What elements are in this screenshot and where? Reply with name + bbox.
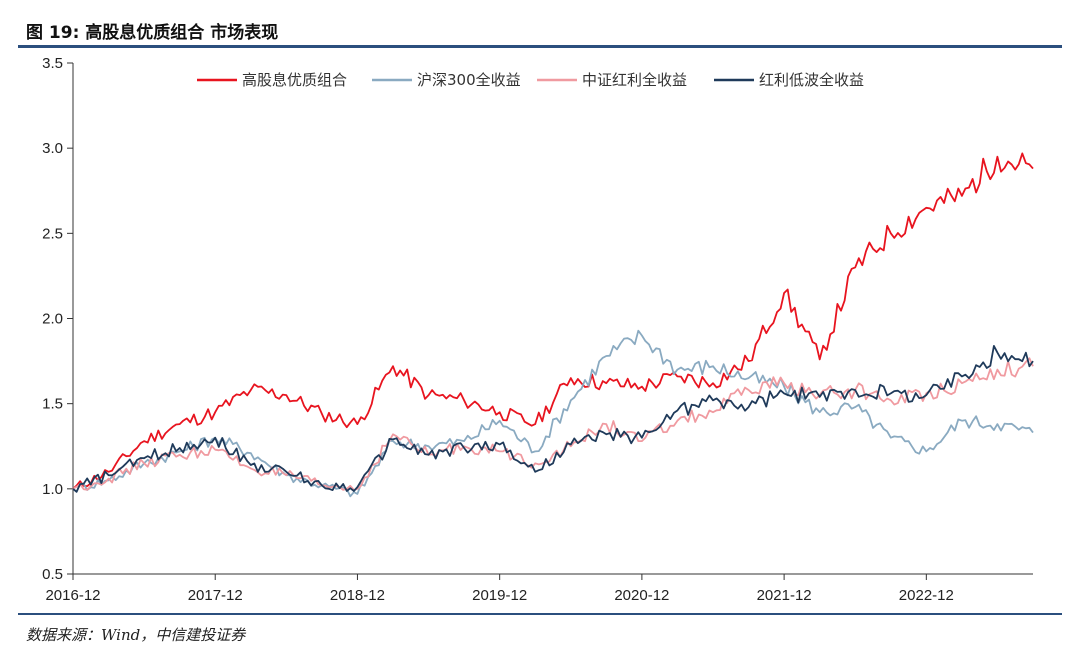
x-tick-label: 2020-12: [614, 587, 669, 604]
y-tick-label: 2.5: [42, 225, 63, 242]
y-tick-label: 3.0: [42, 140, 63, 157]
legend-label-1: 沪深300全收益: [417, 71, 521, 89]
y-tick-label: 3.5: [42, 55, 63, 72]
footer-rule: [18, 613, 1062, 615]
x-tick-label: 2021-12: [757, 587, 812, 604]
x-tick-label: 2016-12: [45, 587, 100, 604]
figure-title: 图 19: 高股息优质组合 市场表现: [26, 23, 279, 43]
legend-label-3: 红利低波全收益: [759, 71, 864, 89]
series-line-1: [72, 329, 1034, 498]
chart-series: [72, 152, 1034, 498]
title-rule: [18, 45, 1062, 48]
legend-label-0: 高股息优质组合: [242, 71, 347, 89]
legend-label-2: 中证红利全收益: [582, 71, 687, 89]
y-tick-label: 2.0: [42, 311, 63, 328]
x-tick-label: 2017-12: [188, 587, 243, 604]
x-tick-label: 2019-12: [472, 587, 527, 604]
series-line-2: [72, 357, 1034, 491]
y-tick-label: 1.0: [42, 481, 63, 498]
series-line-3: [72, 344, 1034, 493]
y-tick-label: 0.5: [42, 566, 63, 583]
series-line-0: [72, 152, 1034, 490]
x-tick-label: 2018-12: [330, 587, 385, 604]
y-tick-label: 1.5: [42, 396, 63, 413]
chart-legend: 高股息优质组合 沪深300全收益 中证红利全收益 红利低波全收益: [197, 71, 864, 89]
chart-axes: 0.5 1.0 1.5 2.0 2.5 3.0 3.5 2016-12 2017-12 2018-…: [42, 55, 1033, 604]
source-note: 数据来源：Wind，中信建投证券: [26, 626, 246, 644]
x-tick-label: 2022-12: [899, 587, 954, 604]
